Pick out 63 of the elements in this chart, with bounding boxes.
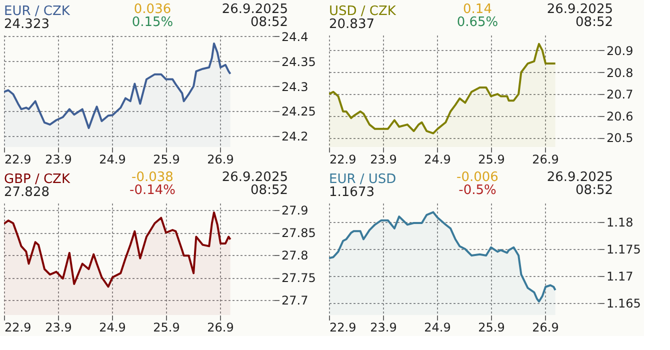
- y-tick-label: 27.9: [282, 204, 308, 218]
- y-tick-label: 1.165: [606, 296, 641, 311]
- chart-title: USD / CZK: [329, 4, 396, 19]
- y-tick-label: 20.9: [606, 44, 634, 58]
- x-tick-label: 24.9: [424, 320, 451, 334]
- chart-subtitle: 24.323: [4, 17, 50, 32]
- x-tick-label: 22.9: [330, 152, 356, 166]
- x-tick-label: 25.9: [478, 152, 505, 166]
- x-tick-label: 25.9: [153, 320, 180, 334]
- x-tick-label: 24.9: [99, 152, 126, 166]
- text: 0.14: [463, 2, 492, 17]
- chart-title: EUR / USD: [329, 172, 396, 187]
- x-tick-label: 22.9: [4, 152, 32, 166]
- x-tick-label: 24.9: [99, 320, 126, 334]
- y-tick-label: 24.4: [282, 30, 308, 44]
- text: 0.65%: [456, 15, 498, 30]
- y-tick-label: 27.8: [282, 248, 308, 263]
- x-tick-label: 23.9: [370, 152, 397, 166]
- text: 26.9.2025: [222, 2, 288, 17]
- text: -0.006: [456, 170, 498, 185]
- text: 08:52: [250, 183, 288, 198]
- y-tick-label: 20.5: [606, 131, 634, 146]
- text: 08:52: [250, 15, 288, 30]
- y-tick-label: 24.2: [282, 130, 308, 144]
- y-tick-label: 27.85: [282, 226, 316, 240]
- y-tick-label: 24.25: [282, 104, 316, 119]
- text: -0.038: [132, 170, 174, 185]
- y-tick-label: 24.35: [282, 54, 316, 69]
- text: 26.9.2025: [222, 170, 288, 185]
- chart-subtitle: 27.828: [4, 185, 50, 200]
- y-tick-label: 27.7: [282, 294, 308, 308]
- x-tick-label: 25.9: [478, 320, 505, 334]
- x-tick-label: 25.9: [153, 152, 180, 166]
- y-tick-label: 20.8: [606, 66, 634, 80]
- y-tick-label: 27.75: [282, 271, 316, 286]
- chart-subtitle: 1.1673: [329, 185, 374, 200]
- x-tick-label: 26.9: [207, 320, 234, 334]
- text: 0.036: [134, 2, 172, 17]
- chart-title: GBP / CZK: [4, 172, 70, 187]
- text: 08:52: [576, 183, 613, 198]
- y-tick-label: 1.17: [606, 270, 634, 284]
- text: 08:52: [576, 15, 613, 30]
- x-tick-label: 23.9: [370, 320, 397, 334]
- text: 0.15%: [132, 15, 174, 30]
- y-tick-label: 20.7: [606, 88, 634, 102]
- x-tick-label: 26.9: [532, 320, 559, 334]
- text: -0.5%: [458, 183, 496, 198]
- x-tick-label: 26.9: [532, 152, 559, 166]
- chart-subtitle: 20.837: [329, 17, 374, 32]
- y-tick-label: 1.175: [606, 242, 641, 256]
- text: 26.9.2025: [546, 2, 613, 17]
- x-tick-label: 24.9: [424, 152, 451, 166]
- text: 26.9.2025: [546, 170, 613, 185]
- y-tick-label: 1.18: [606, 215, 634, 230]
- x-tick-label: 22.9: [330, 320, 356, 334]
- y-tick-label: 24.3: [282, 80, 308, 94]
- y-tick-label: 20.6: [606, 109, 634, 124]
- x-tick-label: 26.9: [207, 152, 234, 166]
- chart-title: EUR / CZK: [4, 4, 70, 19]
- text: -0.14%: [130, 183, 176, 198]
- x-tick-label: 22.9: [4, 320, 32, 334]
- x-tick-label: 23.9: [45, 152, 72, 166]
- x-tick-label: 23.9: [45, 320, 72, 334]
